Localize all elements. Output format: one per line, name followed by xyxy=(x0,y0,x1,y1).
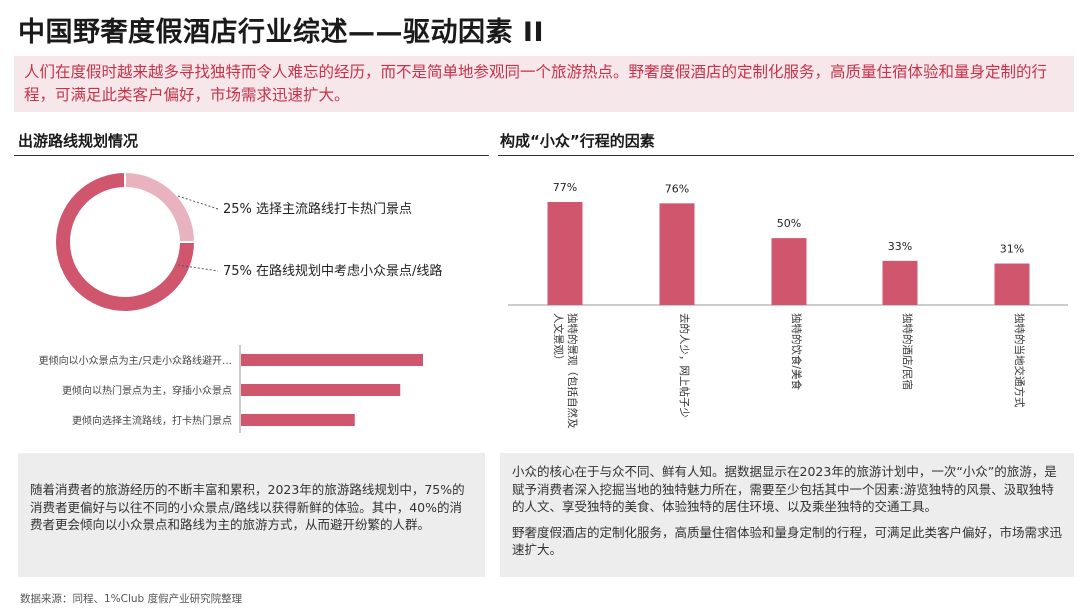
hbar-category-label: 更倾向以热门景点为主，穿插小众景点 xyxy=(62,384,232,397)
vbar-data-label: 50% xyxy=(777,217,801,230)
vbar-data-label: 33% xyxy=(888,240,912,253)
banner-text: 人们在度假时越来越多寻找独特而令人难忘的经历，而不是简单地参观同一个旅游热点。野… xyxy=(24,63,1048,104)
left-note: 随着消费者的旅游经历的不断丰富和累积，2023年的旅游路线规划中，75%的消费者… xyxy=(18,453,485,577)
vbar-bar xyxy=(547,202,583,305)
donut-leader-line xyxy=(177,264,219,272)
right-section-divider xyxy=(498,155,1074,156)
vbar-bar xyxy=(659,203,695,305)
donut-slice xyxy=(54,170,197,313)
data-source: 数据来源：同程、1%Club 度假产业研究院整理 xyxy=(20,593,243,605)
donut-label: 75% 在路线规划中考虑小众景点/线路 xyxy=(223,263,442,279)
right-note-p2: 野奢度假酒店的定制化服务，高质量住宿体验和量身定制的行程，可满足此类客户偏好，市… xyxy=(512,524,1063,558)
hbar-category-label: 更倾向以小众景点为主/只走小众路线避开… xyxy=(39,354,232,367)
donut-slice xyxy=(124,170,197,243)
summary-banner: 人们在度假时越来越多寻找独特而令人难忘的经历，而不是简单地参观同一个旅游热点。野… xyxy=(14,56,1074,112)
left-section-divider xyxy=(14,155,489,156)
donut-leader-line xyxy=(177,195,219,210)
vbar-bar xyxy=(882,260,918,305)
vbar-category-label: 独特的当地交通方式 xyxy=(1013,313,1026,408)
vbar-category-label: 去的人少，网上帖子少 xyxy=(678,313,691,418)
vbar-data-label: 76% xyxy=(665,182,689,195)
vbar-data-label: 31% xyxy=(1000,243,1024,256)
vbar-category-label: 独特的酒店/民宿 xyxy=(901,313,914,390)
vbar-category-label: 独特的景观（包括自然及 xyxy=(566,313,579,429)
left-section-title: 出游路线规划情况 xyxy=(18,132,139,150)
left-note-text: 随着消费者的旅游经历的不断丰富和累积，2023年的旅游路线规划中，75%的消费者… xyxy=(30,482,465,532)
hbar-bar xyxy=(241,384,401,396)
vbar-data-label: 77% xyxy=(553,181,577,194)
right-section-title: 构成“小众”行程的因素 xyxy=(500,132,655,150)
vbar-bar xyxy=(994,263,1030,305)
hbar-bar xyxy=(241,354,423,366)
hbar-category-label: 更倾向选择主流路线，打卡热门景点 xyxy=(72,414,232,427)
vbar-category-label: 独特的饮食/美食 xyxy=(790,313,803,391)
right-note-p1: 小众的核心在于与众不同、鲜有人知。据数据显示在2023年的旅游计划中，一次“小众… xyxy=(512,464,1057,514)
right-note: 小众的核心在于与众不同、鲜有人知。据数据显示在2023年的旅游计划中，一次“小众… xyxy=(500,453,1074,577)
donut-label: 25% 选择主流路线打卡热门景点 xyxy=(223,201,412,217)
page-title: 中国野奢度假酒店行业综述——驱动因素 II xyxy=(18,17,544,48)
hbar-bar xyxy=(241,414,355,426)
vbar-category-label: 人文景观） xyxy=(552,313,565,366)
vbar-bar xyxy=(771,238,807,305)
